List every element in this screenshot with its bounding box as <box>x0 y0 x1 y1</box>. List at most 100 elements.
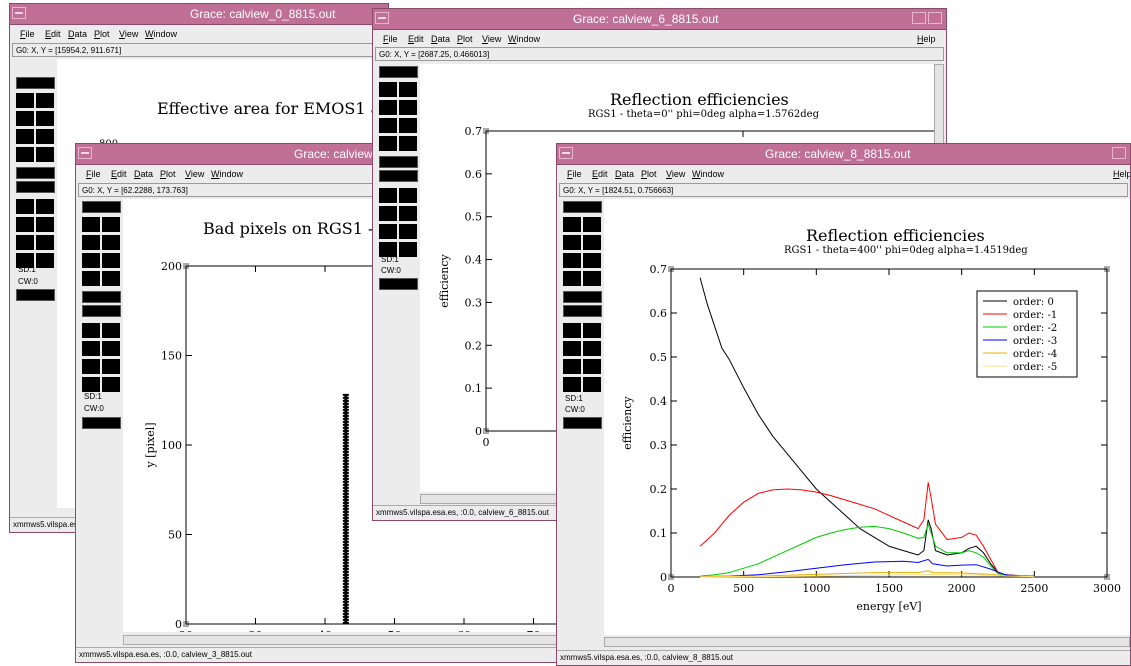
menu-file[interactable]: File <box>567 169 582 179</box>
exit-button[interactable] <box>82 291 121 303</box>
title-bar[interactable]: Grace: calview_6_8815.out <box>373 9 946 30</box>
autoscale-button[interactable] <box>563 305 602 317</box>
tool-grid-bottom[interactable] <box>16 199 55 269</box>
maximize-button[interactable] <box>928 12 942 24</box>
minimize-button[interactable] <box>1112 147 1126 159</box>
menu-edit[interactable]: Edit <box>408 34 424 44</box>
window-menu-icon[interactable] <box>78 147 92 159</box>
data-point <box>342 573 349 576</box>
tool-grid-top[interactable] <box>379 82 418 152</box>
menu-edit[interactable]: Edit <box>45 29 61 39</box>
exit-button[interactable] <box>379 156 418 168</box>
draw-button[interactable] <box>82 201 121 213</box>
legend-entry: order: -5 <box>1013 362 1057 373</box>
tool-grid-bottom[interactable] <box>82 323 121 393</box>
title-bar[interactable]: Grace: calview_0_8815.out <box>10 4 388 25</box>
menu-edit[interactable]: Edit <box>592 169 608 179</box>
menu-window[interactable]: Window <box>145 29 178 39</box>
menu-window[interactable]: Window <box>211 169 244 179</box>
autoscale-button[interactable] <box>82 305 121 317</box>
tool-grid-top[interactable] <box>82 217 121 287</box>
horizontal-scrollbar[interactable] <box>123 635 594 645</box>
y-tick-label: 200 <box>161 260 182 273</box>
horizontal-scrollbar[interactable] <box>604 637 1130 647</box>
minimize-button[interactable] <box>912 12 926 24</box>
exit-button[interactable] <box>563 291 602 303</box>
menu-edit[interactable]: Edit <box>111 169 127 179</box>
menu-help[interactable]: Help <box>1113 169 1131 179</box>
autoscale-button[interactable] <box>379 170 418 182</box>
x-tick-label: 2500 <box>1020 582 1048 595</box>
menu-plot[interactable]: Plot <box>160 169 176 179</box>
x-tick-label: 40 <box>318 629 332 632</box>
plot-subtitle: RGS1 - theta=0'' phi=0deg alpha=1.5762de… <box>588 109 819 120</box>
data-point <box>342 411 349 414</box>
menu-view[interactable]: View <box>119 29 139 39</box>
y-tick-label: 0.3 <box>465 296 483 309</box>
data-point <box>342 468 349 471</box>
menu-view[interactable]: View <box>666 169 686 179</box>
menu-window[interactable]: Window <box>508 34 541 44</box>
tool-grid-top[interactable] <box>16 93 55 163</box>
window-menu-icon[interactable] <box>12 7 26 19</box>
menu-view[interactable]: View <box>482 34 502 44</box>
exit-button[interactable] <box>16 167 55 179</box>
window-menu-icon[interactable] <box>559 147 573 159</box>
data-point <box>342 474 349 477</box>
y-tick-label: 0.3 <box>650 439 668 452</box>
data-point <box>342 465 349 468</box>
data-point <box>342 555 349 558</box>
x-tick-label: 500 <box>733 582 754 595</box>
menu-file[interactable]: File <box>86 169 101 179</box>
y-tick-label: 0.4 <box>650 395 668 408</box>
menu-bar: File Edit Data Plot View Window Help <box>557 165 1130 183</box>
y-tick-label: 50 <box>168 529 182 542</box>
menu-plot[interactable]: Plot <box>641 169 657 179</box>
y-tick-label: 0.5 <box>650 351 668 364</box>
legend-box <box>976 290 1078 378</box>
status-button[interactable] <box>82 417 121 429</box>
menu-data[interactable]: Data <box>431 34 451 44</box>
menu-window[interactable]: Window <box>692 169 725 179</box>
menu-plot[interactable]: Plot <box>94 29 110 39</box>
status-button[interactable] <box>379 278 418 290</box>
data-point <box>342 537 349 540</box>
autoscale-button[interactable] <box>16 181 55 193</box>
menu-file[interactable]: File <box>383 34 398 44</box>
data-point <box>342 618 349 621</box>
status-button[interactable] <box>16 289 55 301</box>
data-point <box>342 504 349 507</box>
coordinate-readout: G0: X, Y = [1824.51, 0.756663] <box>559 183 1128 197</box>
menu-help[interactable]: Help <box>917 34 936 44</box>
data-point <box>342 516 349 519</box>
grace-window-calview-8[interactable]: Grace: calview_8_8815.out File Edit Data… <box>556 143 1131 666</box>
data-point <box>342 450 349 453</box>
window-menu-icon[interactable] <box>375 12 389 24</box>
title-bar[interactable]: Grace: calview_8_8815.out <box>557 144 1130 165</box>
menu-view[interactable]: View <box>185 169 205 179</box>
data-point <box>342 570 349 573</box>
plot-canvas[interactable]: Reflection efficiencies RGS1 - theta=400… <box>604 199 1130 635</box>
tool-grid-bottom[interactable] <box>379 188 418 258</box>
menu-file[interactable]: File <box>20 29 35 39</box>
draw-button[interactable] <box>16 77 55 89</box>
menu-data[interactable]: Data <box>134 169 154 179</box>
draw-button[interactable] <box>379 66 418 78</box>
status-button[interactable] <box>563 417 602 429</box>
menu-data[interactable]: Data <box>68 29 88 39</box>
series-line-5 <box>700 573 1035 578</box>
tool-grid-bottom[interactable] <box>563 323 602 393</box>
data-point <box>342 459 349 462</box>
tool-grid-top[interactable] <box>563 217 602 287</box>
set-display-label: SD:1 <box>18 265 36 274</box>
data-point <box>342 579 349 582</box>
menu-data[interactable]: Data <box>615 169 635 179</box>
menu-plot[interactable]: Plot <box>457 34 473 44</box>
data-point <box>342 558 349 561</box>
plot-title: Effective area for EMOS1 at the <box>157 99 388 118</box>
window-title: Grace: calview_6_8815.out <box>573 12 719 26</box>
draw-button[interactable] <box>563 201 602 213</box>
y-tick-label: 0.6 <box>465 168 483 181</box>
data-point <box>342 435 349 438</box>
x-tick-label: 0 <box>668 582 675 595</box>
